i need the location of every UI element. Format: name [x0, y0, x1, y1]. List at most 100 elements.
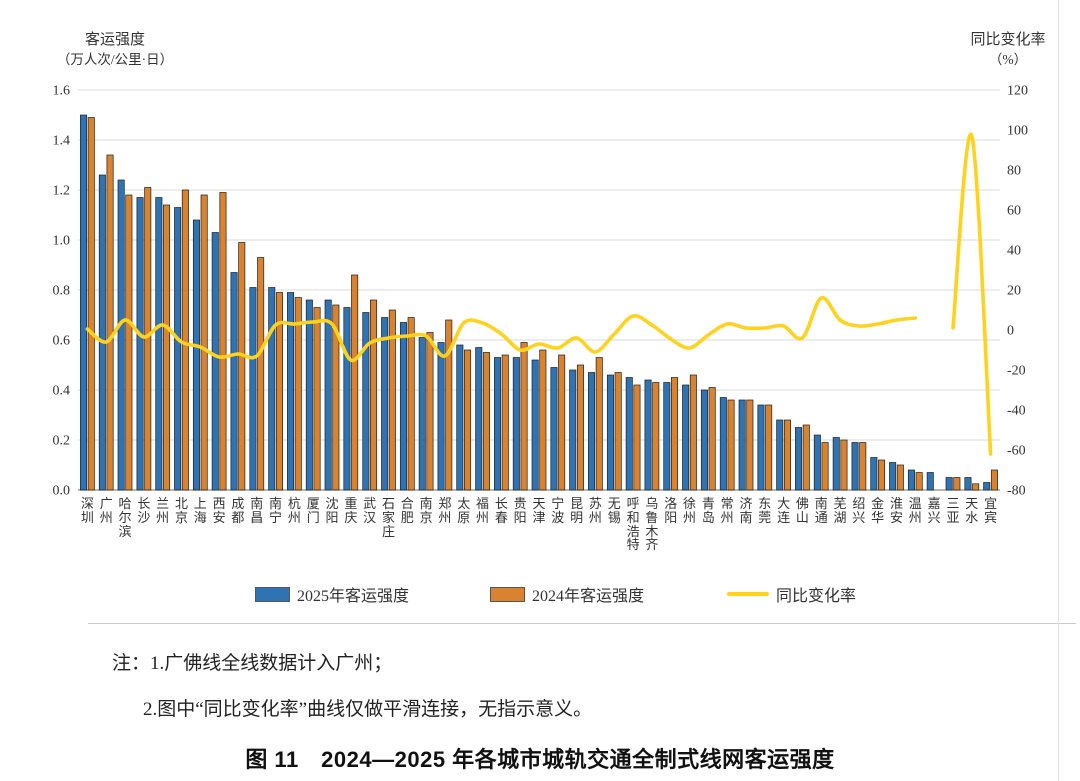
bar-2025 — [870, 457, 878, 491]
city-label: 天津 — [532, 496, 546, 525]
right-axis-tick: 120 — [1007, 84, 1028, 99]
city-label: 西安 — [212, 496, 226, 525]
chart-legend: 2025年客运强度 2024年客运强度 同比变化率 — [0, 584, 1080, 606]
right-axis-title: 同比变化率 （%） — [938, 30, 1078, 71]
legend-line-swatch — [727, 592, 769, 596]
bar-2025 — [475, 347, 483, 491]
bar-2024 — [595, 357, 603, 491]
legend-item-1: 2025年客运强度 — [255, 584, 409, 605]
bar-2025 — [757, 404, 765, 491]
city-label: 上海 — [193, 496, 207, 525]
city-label: 太原 — [457, 496, 471, 525]
city-label: 南宁 — [269, 496, 283, 525]
right-axis-tick: 40 — [1007, 244, 1021, 259]
bar-2025 — [418, 337, 426, 491]
right-axis-tick: 0 — [1007, 324, 1014, 339]
city-label: 三亚 — [946, 496, 960, 525]
right-axis-unit: （%） — [988, 52, 1028, 68]
bar-2025 — [117, 179, 125, 491]
right-axis-tick: -60 — [1007, 444, 1026, 459]
legend-item-2: 2024年客运强度 — [490, 584, 645, 605]
city-label: 芜湖 — [833, 496, 847, 525]
city-label: 昆明 — [570, 496, 584, 525]
bar-2024 — [765, 404, 773, 491]
bar-2025 — [230, 272, 238, 491]
bar-2024 — [821, 442, 829, 491]
right-axis-tick: -80 — [1007, 484, 1026, 499]
chart-canvas: 0.0 0.2 0.4 0.6 0.8 1.0 1.2 1.4 1.6 -80 -60 -40 -20 0… — [53, 84, 1029, 499]
bar-2024 — [238, 242, 246, 491]
legend-color-swatch — [490, 586, 525, 602]
city-label: 北京 — [174, 496, 188, 525]
city-label: 厦门 — [306, 496, 320, 525]
right-axis-tick: 60 — [1007, 204, 1021, 219]
bar-2025 — [305, 299, 313, 491]
left-axis-tick: 1.2 — [53, 184, 71, 199]
note-2: 2.图中“同比变化率”曲线仅做平滑连接，无指示意义。 — [143, 699, 593, 720]
bar-2024 — [614, 372, 622, 491]
bar-2025 — [192, 219, 200, 491]
bar-2024 — [144, 187, 152, 491]
city-label: 青岛 — [701, 496, 715, 525]
bar-2025 — [738, 399, 746, 491]
city-label: 南京 — [419, 496, 433, 525]
bar-2025 — [889, 462, 897, 491]
right-axis-tick: 100 — [1007, 124, 1028, 139]
bar-2025 — [926, 472, 934, 491]
city-label: 广州 — [99, 496, 113, 525]
bar-2024 — [275, 292, 283, 491]
bar-2024 — [106, 154, 114, 491]
bar-2024 — [426, 332, 434, 491]
bar-2024 — [896, 464, 904, 491]
bar-2025 — [456, 344, 464, 491]
city-label: 成都 — [231, 496, 245, 525]
left-axis-tick: 0.0 — [53, 484, 71, 499]
bar-2024 — [388, 309, 396, 491]
bar-2025 — [174, 207, 182, 491]
bar-2025 — [287, 292, 295, 491]
bar-2025 — [907, 469, 915, 491]
city-label: 哈尔滨 — [118, 496, 132, 539]
city-label: 南通 — [814, 496, 828, 525]
city-label: 天水 — [965, 496, 979, 525]
left-axis-tick: 1.6 — [53, 84, 71, 99]
bar-2025 — [851, 442, 859, 491]
city-label: 南昌 — [250, 496, 264, 525]
city-label: 长沙 — [137, 496, 151, 525]
city-label: 东莞 — [758, 496, 772, 525]
city-label: 武汉 — [363, 496, 377, 525]
city-label: 无锡 — [607, 496, 621, 525]
city-label: 乌鲁木齐 — [645, 496, 659, 553]
bar-2025 — [155, 197, 163, 491]
bar-2024 — [783, 419, 791, 491]
city-label: 贵阳 — [513, 496, 527, 525]
city-label: 大连 — [777, 496, 791, 525]
city-label: 济南 — [739, 496, 753, 525]
bar-2024 — [520, 342, 528, 491]
figure-title: 图 11 2024—2025 年各城市城轨交通全制式线网客运强度 — [245, 747, 835, 772]
left-axis-unit: （万人次/公里·日） — [56, 52, 174, 68]
right-axis-title-text: 同比变化率 — [970, 32, 1046, 48]
bar-2025 — [494, 357, 502, 491]
bar-2025 — [249, 287, 257, 491]
city-label: 长春 — [494, 496, 508, 525]
city-label: 金华 — [871, 496, 885, 525]
city-label: 常州 — [720, 496, 734, 525]
left-axis-tick: 1.4 — [53, 134, 71, 149]
left-axis-tick: 0.2 — [53, 434, 71, 449]
bar-2025 — [512, 357, 520, 491]
bar-2025 — [362, 312, 370, 491]
right-axis-tick: 80 — [1007, 164, 1021, 179]
bar-2025 — [569, 369, 577, 491]
bar-2025 — [795, 427, 803, 491]
bar-2024 — [445, 319, 453, 491]
legend-label: 2024年客运强度 — [532, 588, 645, 605]
yoy-line — [951, 132, 993, 456]
bar-2025 — [268, 287, 276, 491]
bar-2025 — [945, 477, 953, 491]
city-label: 兰州 — [156, 496, 170, 525]
city-label: 杭州 — [287, 496, 301, 525]
bar-2024 — [351, 274, 359, 491]
bar-2024 — [257, 257, 265, 491]
bar-2024 — [671, 377, 679, 491]
